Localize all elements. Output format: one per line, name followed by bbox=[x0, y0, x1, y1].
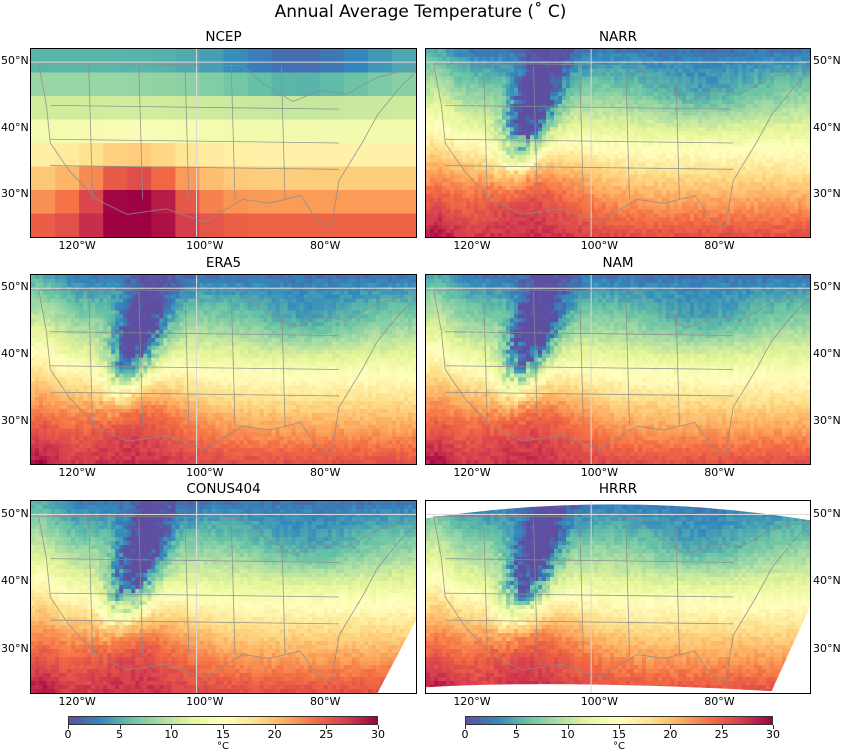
colorbar-tick-label: 15 bbox=[612, 728, 626, 741]
colorbar-tick-mark bbox=[721, 725, 723, 729]
y-tick-label: 40°N bbox=[813, 121, 841, 134]
x-tick-label: 80°W bbox=[310, 466, 340, 479]
colorbar-label: °C bbox=[613, 741, 625, 752]
y-tick-label: 40°N bbox=[1, 347, 29, 360]
x-tick-label: 80°W bbox=[704, 239, 734, 252]
x-tick-label: 120°W bbox=[453, 466, 490, 479]
panel-title: HRRR bbox=[425, 481, 811, 497]
map-panel-nam bbox=[425, 274, 811, 465]
x-tick-label: 120°W bbox=[58, 239, 95, 252]
colorbar-tick-mark bbox=[68, 725, 69, 729]
y-tick-label: 40°N bbox=[1, 574, 29, 587]
colorbar-tick-label: 5 bbox=[513, 728, 520, 741]
y-tick-label: 30°N bbox=[813, 642, 841, 655]
y-tick-label: 30°N bbox=[1, 414, 29, 427]
panel-title: NAM bbox=[425, 255, 811, 271]
colorbar-tick-mark bbox=[119, 725, 121, 729]
x-tick-label: 80°W bbox=[704, 466, 734, 479]
colorbar-tick-label: 25 bbox=[319, 728, 333, 741]
colorbar-tick-label: 0 bbox=[65, 728, 72, 741]
colorbar-tick-mark bbox=[619, 725, 620, 729]
colorbar-tick-label: 25 bbox=[715, 728, 729, 741]
temperature-field bbox=[31, 275, 416, 464]
colorbar-tick-mark bbox=[274, 725, 276, 729]
y-tick-label: 50°N bbox=[1, 507, 29, 520]
y-tick-label: 50°N bbox=[1, 280, 29, 293]
temperature-field bbox=[426, 49, 810, 237]
colorbar-tick-label: 5 bbox=[116, 728, 123, 741]
y-tick-label: 40°N bbox=[813, 347, 841, 360]
x-tick-label: 80°W bbox=[704, 695, 734, 708]
colorbar-tick-label: 10 bbox=[164, 728, 178, 741]
colorbar-tick-label: 20 bbox=[268, 728, 282, 741]
x-tick-label: 80°W bbox=[310, 695, 340, 708]
x-tick-label: 120°W bbox=[453, 239, 490, 252]
colorbar-tick-mark bbox=[465, 725, 466, 729]
panel-title: NCEP bbox=[30, 29, 417, 45]
colorbar-tick-label: 30 bbox=[766, 728, 780, 741]
colorbar-tick-label: 20 bbox=[663, 728, 677, 741]
colorbar-tick-label: 30 bbox=[371, 728, 385, 741]
colorbar-tick-mark bbox=[516, 725, 518, 729]
colorbar-tick-mark bbox=[670, 725, 672, 729]
x-tick-label: 120°W bbox=[453, 695, 490, 708]
colorbar-tick-mark bbox=[171, 725, 173, 729]
map-panel-era5 bbox=[30, 274, 417, 465]
map-panel-ncep bbox=[30, 48, 417, 238]
x-tick-label: 100°W bbox=[186, 239, 223, 252]
y-tick-label: 30°N bbox=[813, 187, 841, 200]
temperature-field bbox=[426, 275, 810, 464]
colorbar-tick-mark bbox=[773, 725, 774, 729]
colorbar-tick-mark bbox=[223, 725, 224, 729]
y-tick-label: 30°N bbox=[813, 414, 841, 427]
map-panel-hrrr bbox=[425, 500, 811, 694]
y-tick-label: 50°N bbox=[813, 507, 841, 520]
colorbar-tick-label: 15 bbox=[216, 728, 230, 741]
x-tick-label: 120°W bbox=[58, 695, 95, 708]
y-tick-label: 50°N bbox=[813, 280, 841, 293]
x-tick-label: 100°W bbox=[581, 466, 618, 479]
colorbar-tick-mark bbox=[378, 725, 379, 729]
y-tick-label: 50°N bbox=[813, 54, 841, 67]
map-panel-narr bbox=[425, 48, 811, 238]
panel-title: CONUS404 bbox=[30, 481, 417, 497]
y-tick-label: 30°N bbox=[1, 187, 29, 200]
x-tick-label: 100°W bbox=[186, 466, 223, 479]
y-tick-label: 50°N bbox=[1, 54, 29, 67]
colorbar-tick-mark bbox=[326, 725, 328, 729]
temperature-field bbox=[31, 49, 416, 237]
map-panel-conus404 bbox=[30, 500, 417, 694]
colorbar bbox=[465, 716, 773, 725]
panel-title: NARR bbox=[425, 29, 811, 45]
colorbar-tick-label: 0 bbox=[462, 728, 469, 741]
colorbar-tick-mark bbox=[567, 725, 569, 729]
colorbar-label: °C bbox=[217, 741, 229, 752]
y-tick-label: 30°N bbox=[1, 642, 29, 655]
y-tick-label: 40°N bbox=[1, 121, 29, 134]
temperature-field bbox=[426, 501, 810, 693]
y-tick-label: 40°N bbox=[813, 574, 841, 587]
colorbar-tick-label: 10 bbox=[561, 728, 575, 741]
panel-title: ERA5 bbox=[30, 255, 417, 271]
colorbar bbox=[68, 716, 378, 725]
x-tick-label: 100°W bbox=[186, 695, 223, 708]
x-tick-label: 100°W bbox=[581, 239, 618, 252]
temperature-field bbox=[31, 501, 416, 693]
x-tick-label: 120°W bbox=[58, 466, 95, 479]
x-tick-label: 80°W bbox=[310, 239, 340, 252]
figure-title: Annual Average Temperature (˚ C) bbox=[0, 2, 841, 22]
x-tick-label: 100°W bbox=[581, 695, 618, 708]
